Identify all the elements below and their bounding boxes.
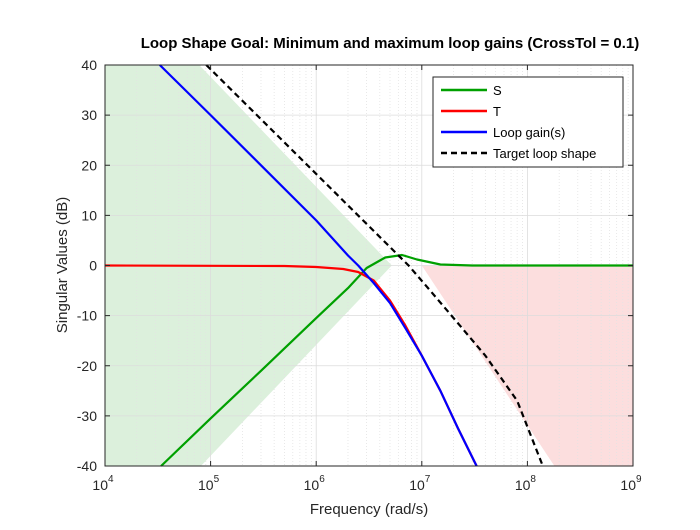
y-tick-label: -30 (77, 408, 97, 424)
x-tick-label-exponent: 4 (108, 474, 114, 485)
y-axis-label: Singular Values (dB) (54, 197, 71, 333)
x-tick-label-exponent: 9 (636, 474, 642, 485)
legend-label-t: T (493, 104, 501, 119)
x-tick-label: 10 8 (515, 474, 537, 493)
x-tick-label-base: 10 (515, 477, 531, 493)
legend-label-loop-gain-s: Loop gain(s) (493, 125, 565, 140)
legend-label-target-loop-shape: Target loop shape (493, 146, 596, 161)
chart-title: Loop Shape Goal: Minimum and maximum loo… (141, 35, 640, 52)
x-tick-label-base: 10 (304, 477, 320, 493)
x-tick-label: 10 4 (92, 474, 114, 493)
x-tick-label-exponent: 6 (319, 474, 325, 485)
legend-label-s: S (493, 83, 502, 98)
axis-ticks (104, 64, 634, 467)
series-lines (104, 64, 633, 467)
x-tick-label: 10 5 (198, 474, 220, 493)
x-tick-label: 10 9 (620, 474, 642, 493)
y-tick-label: -40 (77, 458, 97, 474)
y-tick-labels: 40 30 20 10 0 -10 -20 -30 -40 (77, 57, 97, 474)
y-tick-label: 40 (81, 57, 97, 73)
x-tick-label-base: 10 (198, 477, 214, 493)
x-tick-label-base: 10 (409, 477, 425, 493)
series-line-s (160, 253, 633, 467)
x-tick-label: 10 7 (409, 474, 431, 493)
x-axis-label: Frequency (rad/s) (310, 501, 428, 518)
y-tick-label: 20 (81, 157, 97, 173)
x-tick-label-base: 10 (92, 477, 108, 493)
x-tick-label-base: 10 (620, 477, 636, 493)
y-tick-label: 30 (81, 107, 97, 123)
x-tick-label-exponent: 5 (214, 474, 220, 485)
x-tick-label-exponent: 8 (530, 474, 536, 485)
series-line-target-loop-shape (205, 64, 544, 467)
y-tick-label: 0 (89, 258, 97, 274)
y-tick-label: -10 (77, 308, 97, 324)
y-tick-label: -20 (77, 358, 97, 374)
x-tick-label-exponent: 7 (425, 474, 431, 485)
legend: ST Loop gain(s) Target loop shape (432, 76, 624, 168)
series-line-loop-gain-s (159, 64, 478, 467)
x-tick-labels: 10 4 10 5 10 6 10 7 10 8 10 9 (92, 474, 642, 493)
x-tick-label: 10 6 (304, 474, 326, 493)
y-tick-label: 10 (81, 207, 97, 223)
